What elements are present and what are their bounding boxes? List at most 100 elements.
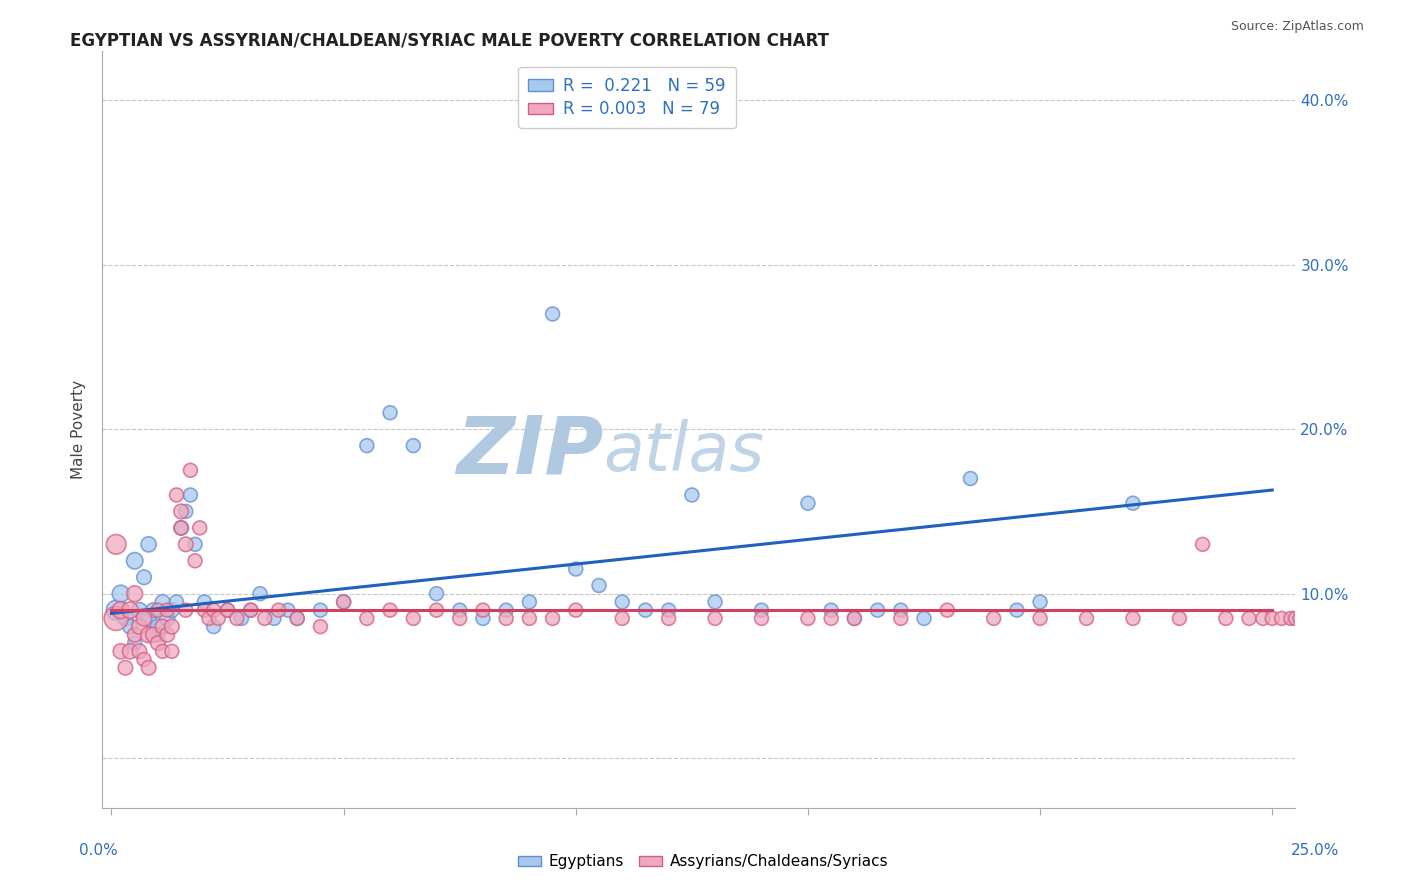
Y-axis label: Male Poverty: Male Poverty: [72, 380, 86, 479]
Point: [309, 603, 332, 617]
Point: [495, 603, 517, 617]
Point: [184, 537, 207, 551]
Point: [844, 611, 866, 625]
Point: [1029, 595, 1052, 609]
Point: [146, 603, 169, 617]
Point: [156, 611, 179, 625]
Point: [356, 439, 378, 453]
Point: [1261, 611, 1284, 625]
Point: [146, 619, 169, 633]
Point: [132, 611, 155, 625]
Point: [425, 603, 447, 617]
Point: [285, 611, 308, 625]
Point: [239, 603, 262, 617]
Point: [285, 611, 308, 625]
Point: [146, 636, 169, 650]
Point: [612, 611, 634, 625]
Point: [198, 611, 221, 625]
Point: [471, 603, 494, 617]
Point: [471, 611, 494, 625]
Point: [124, 628, 146, 642]
Point: [959, 471, 981, 485]
Point: [1215, 611, 1237, 625]
Point: [128, 619, 150, 633]
Point: [120, 619, 142, 633]
Point: [188, 521, 211, 535]
Point: [152, 644, 174, 658]
Point: [231, 611, 253, 625]
Point: [120, 603, 142, 617]
Point: [1005, 603, 1028, 617]
Point: [193, 595, 215, 609]
Point: [495, 611, 517, 625]
Point: [114, 661, 136, 675]
Text: 0.0%: 0.0%: [79, 843, 118, 857]
Point: [1029, 611, 1052, 625]
Point: [277, 603, 299, 617]
Point: [179, 463, 201, 477]
Point: [170, 504, 193, 518]
Point: [263, 611, 285, 625]
Text: atlas: atlas: [603, 419, 765, 485]
Text: 25.0%: 25.0%: [1291, 843, 1339, 857]
Point: [160, 603, 183, 617]
Point: [138, 661, 160, 675]
Point: [1284, 611, 1306, 625]
Point: [1298, 611, 1320, 625]
Point: [797, 611, 820, 625]
Point: [378, 406, 401, 420]
Point: [797, 496, 820, 510]
Point: [936, 603, 959, 617]
Point: [217, 603, 239, 617]
Point: [612, 595, 634, 609]
Point: [225, 611, 247, 625]
Point: [541, 307, 564, 321]
Point: [1289, 611, 1312, 625]
Point: [681, 488, 703, 502]
Point: [634, 603, 657, 617]
Point: [174, 603, 197, 617]
Text: Source: ZipAtlas.com: Source: ZipAtlas.com: [1230, 20, 1364, 33]
Point: [142, 603, 165, 617]
Point: [309, 619, 332, 633]
Point: [110, 603, 132, 617]
Point: [128, 644, 150, 658]
Point: [132, 652, 155, 666]
Point: [160, 644, 183, 658]
Point: [105, 537, 128, 551]
Point: [105, 603, 128, 617]
Point: [890, 611, 912, 625]
Point: [332, 595, 354, 609]
Point: [1122, 611, 1144, 625]
Legend: R =  0.221   N = 59, R = 0.003   N = 79: R = 0.221 N = 59, R = 0.003 N = 79: [519, 67, 735, 128]
Point: [751, 611, 773, 625]
Point: [820, 603, 842, 617]
Text: ZIP: ZIP: [456, 413, 603, 491]
Point: [179, 488, 201, 502]
Point: [207, 611, 229, 625]
Point: [253, 611, 276, 625]
Point: [1168, 611, 1191, 625]
Point: [202, 603, 225, 617]
Point: [105, 611, 128, 625]
Point: [658, 611, 681, 625]
Point: [1191, 537, 1213, 551]
Point: [912, 611, 935, 625]
Point: [217, 603, 239, 617]
Point: [402, 439, 425, 453]
Point: [152, 619, 174, 633]
Point: [751, 603, 773, 617]
Point: [541, 611, 564, 625]
Point: [1237, 611, 1260, 625]
Point: [1251, 611, 1274, 625]
Point: [166, 595, 188, 609]
Point: [120, 644, 142, 658]
Point: [402, 611, 425, 625]
Point: [704, 611, 727, 625]
Point: [174, 504, 197, 518]
Point: [1122, 496, 1144, 510]
Point: [449, 611, 471, 625]
Point: [704, 595, 727, 609]
Point: [267, 603, 290, 617]
Point: [138, 611, 160, 625]
